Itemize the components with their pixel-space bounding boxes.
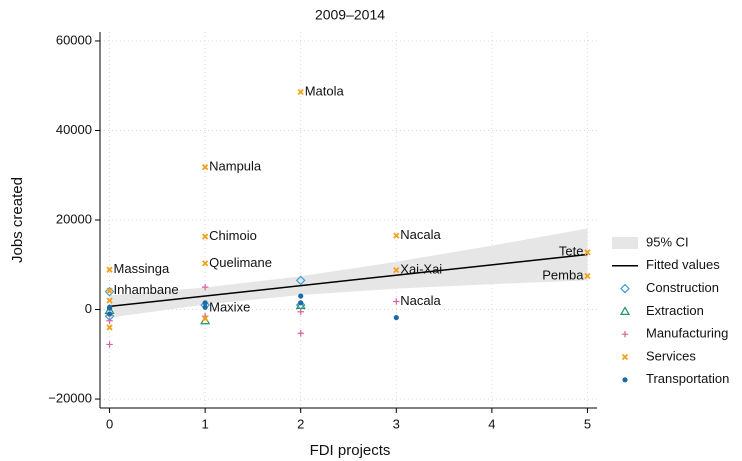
x-tick-label: 0 xyxy=(106,416,113,431)
point-label: Nacala xyxy=(400,227,441,242)
point xyxy=(298,300,304,306)
point xyxy=(584,272,591,280)
point xyxy=(106,304,113,310)
point xyxy=(297,308,304,315)
point-label: Massinga xyxy=(114,261,170,276)
point xyxy=(295,300,306,310)
point xyxy=(393,298,400,305)
point xyxy=(106,317,113,324)
point xyxy=(201,260,209,267)
point xyxy=(202,304,208,310)
x-tick-label: 2 xyxy=(297,416,304,431)
point xyxy=(201,164,209,171)
point xyxy=(106,311,113,317)
legend-swatch xyxy=(622,377,628,383)
legend-label: Services xyxy=(646,348,696,363)
legend-label: Manufacturing xyxy=(646,326,728,341)
y-tick-label: 60000 xyxy=(56,32,92,47)
point xyxy=(298,293,304,299)
point-label: Chimoio xyxy=(209,228,257,243)
x-tick-label: 1 xyxy=(202,416,209,431)
point xyxy=(393,314,399,321)
y-tick-label: 40000 xyxy=(56,122,92,137)
point xyxy=(295,275,306,286)
point xyxy=(584,249,591,256)
legend-swatch xyxy=(621,331,629,338)
legend-swatch xyxy=(619,306,631,315)
y-axis-label: Jobs created xyxy=(9,177,26,263)
ci-band xyxy=(109,228,588,318)
legend-label: Construction xyxy=(646,280,719,295)
point xyxy=(393,232,400,239)
legend-swatch xyxy=(621,353,629,361)
point-label: Nampula xyxy=(209,159,262,174)
legend-label: 95% CI xyxy=(646,234,689,249)
point-label: Inhambane xyxy=(114,282,179,297)
legend-swatch xyxy=(620,283,630,294)
chart-title: 2009–2014 xyxy=(315,7,385,23)
point xyxy=(201,283,209,291)
point-label: Nacala xyxy=(400,293,441,308)
point-label: Quelimane xyxy=(209,255,272,270)
point-label: Xai-Xai xyxy=(400,262,442,277)
point xyxy=(106,341,113,348)
point-label: Pemba xyxy=(542,267,584,282)
y-tick-label: −20000 xyxy=(48,390,92,405)
legend-label: Transportation xyxy=(646,371,729,386)
x-axis-label: FDI projects xyxy=(310,442,391,459)
point xyxy=(106,297,113,304)
point xyxy=(106,324,113,331)
point xyxy=(106,266,113,273)
point-label: Matola xyxy=(305,83,345,98)
legend-label: Fitted values xyxy=(646,257,720,272)
x-tick-label: 3 xyxy=(393,416,400,431)
point xyxy=(104,286,115,297)
y-tick-label: 20000 xyxy=(56,211,92,226)
y-tick-label: 0 xyxy=(85,301,92,316)
point xyxy=(202,300,208,306)
legend-label: Extraction xyxy=(646,303,704,318)
legend-swatch xyxy=(612,237,638,249)
point xyxy=(106,287,113,294)
x-tick-label: 5 xyxy=(584,416,591,431)
point xyxy=(297,88,304,96)
point-label: Tete xyxy=(559,244,584,259)
point-label: Maxixe xyxy=(209,300,250,315)
x-tick-label: 4 xyxy=(488,416,495,431)
point xyxy=(201,315,209,322)
fitted-line xyxy=(109,253,588,308)
point xyxy=(393,266,400,274)
point xyxy=(297,330,304,337)
point xyxy=(201,233,209,240)
